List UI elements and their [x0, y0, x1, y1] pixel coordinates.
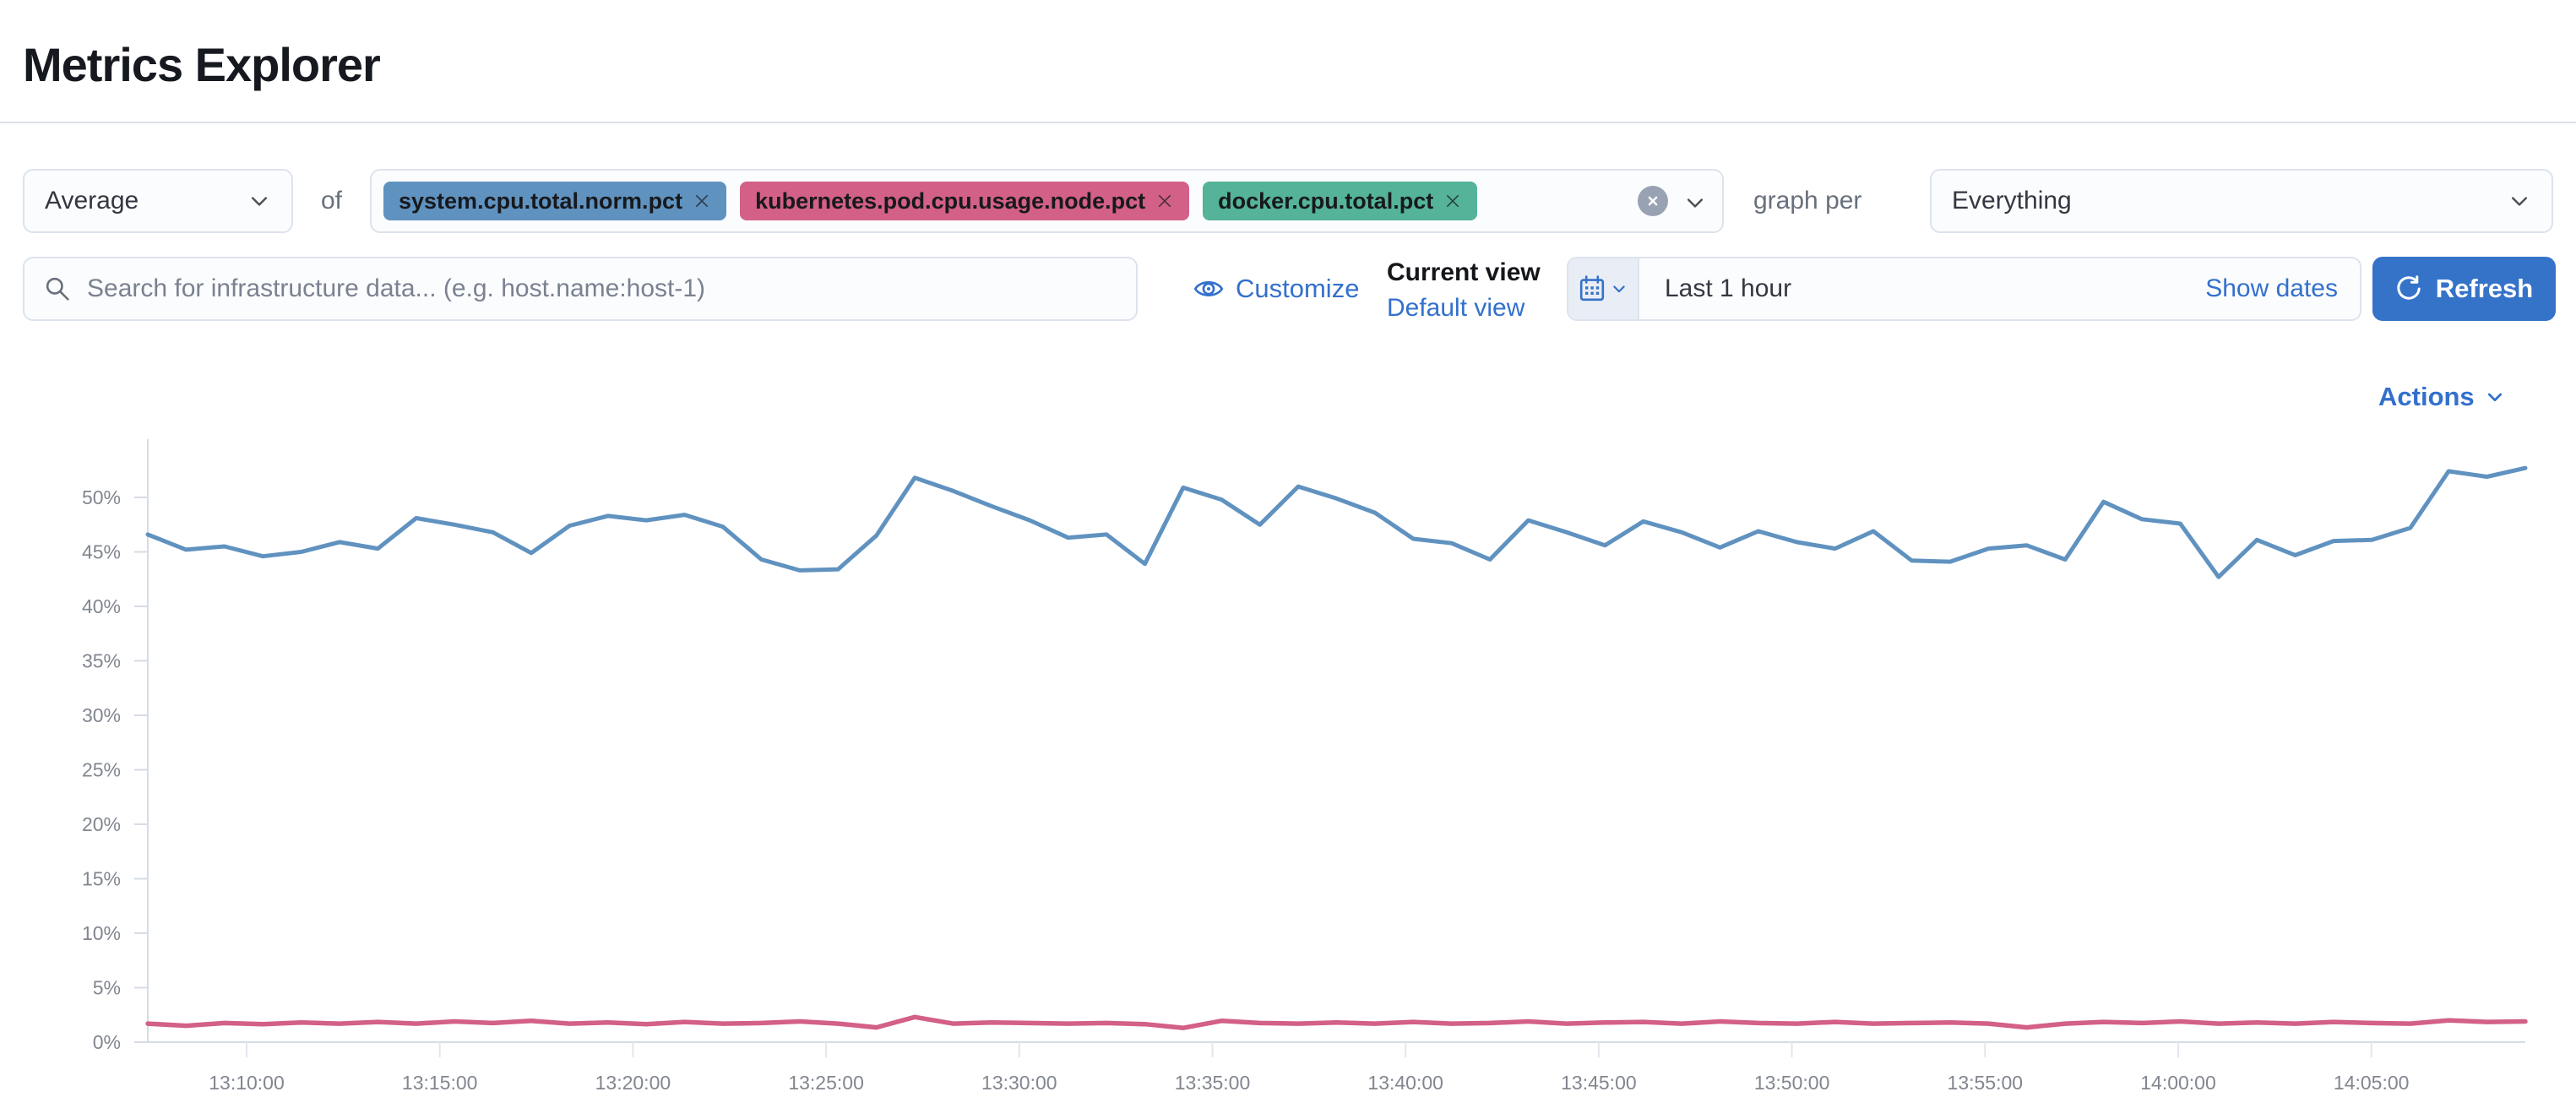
svg-text:13:50:00: 13:50:00	[1754, 1072, 1830, 1094]
svg-text:15%: 15%	[82, 868, 121, 890]
chevron-down-icon	[1611, 280, 1628, 297]
svg-text:10%: 10%	[82, 922, 121, 944]
svg-text:0%: 0%	[93, 1031, 121, 1053]
svg-text:45%: 45%	[82, 541, 121, 563]
actions-label: Actions	[2378, 382, 2475, 411]
calendar-icon	[1579, 275, 1606, 302]
eye-icon	[1193, 274, 1224, 304]
svg-text:13:15:00: 13:15:00	[402, 1072, 478, 1094]
search-box[interactable]	[23, 257, 1138, 321]
svg-text:35%: 35%	[82, 650, 121, 672]
search-input[interactable]	[85, 274, 1116, 304]
svg-text:13:55:00: 13:55:00	[1948, 1072, 2024, 1094]
customize-label: Customize	[1236, 274, 1360, 303]
time-range-value[interactable]: Last 1 hour	[1665, 274, 1792, 302]
svg-text:13:40:00: 13:40:00	[1367, 1072, 1443, 1094]
svg-text:25%: 25%	[82, 759, 121, 781]
chevron-down-icon	[2508, 189, 2531, 213]
show-dates-button[interactable]: Show dates	[2205, 274, 2338, 302]
header-divider	[0, 122, 2576, 123]
remove-metric-icon[interactable]	[693, 192, 711, 210]
metric-badge-label: system.cpu.total.norm.pct	[399, 187, 683, 214]
remove-metric-icon[interactable]	[1155, 192, 1174, 210]
default-view-link[interactable]: Default view	[1387, 294, 1525, 322]
svg-text:13:20:00: 13:20:00	[595, 1072, 671, 1094]
view-switcher: Current view Default view	[1387, 258, 1541, 322]
of-label: of	[321, 187, 343, 215]
refresh-label: Refresh	[2435, 274, 2534, 303]
metric-badge[interactable]: docker.cpu.total.pct	[1203, 182, 1478, 220]
metric-badge-label: docker.cpu.total.pct	[1218, 187, 1434, 214]
group-by-value: Everything	[1952, 187, 2072, 215]
svg-text:13:25:00: 13:25:00	[788, 1072, 864, 1094]
chevron-down-icon[interactable]	[1683, 191, 1707, 215]
metric-badge-label: kubernetes.pod.cpu.usage.node.pct	[755, 187, 1146, 214]
actions-menu-button[interactable]: Actions	[2378, 382, 2505, 412]
metrics-combobox[interactable]: system.cpu.total.norm.pct kubernetes.pod…	[370, 169, 1724, 233]
graph-per-label: graph per	[1753, 187, 1862, 215]
svg-text:50%: 50%	[82, 486, 121, 508]
svg-text:13:10:00: 13:10:00	[209, 1072, 285, 1094]
svg-text:40%: 40%	[82, 595, 121, 617]
search-icon	[45, 276, 70, 301]
svg-text:13:35:00: 13:35:00	[1175, 1072, 1251, 1094]
chevron-down-icon	[2485, 387, 2505, 407]
svg-text:14:05:00: 14:05:00	[2334, 1072, 2410, 1094]
svg-text:13:45:00: 13:45:00	[1561, 1072, 1637, 1094]
group-by-select[interactable]: Everything	[1930, 169, 2553, 233]
refresh-icon	[2395, 275, 2422, 302]
metrics-chart[interactable]: 0% 5% 10% 15% 20% 25% 30% 35% 40% 45% 50% 13:10:00 1…	[0, 422, 2576, 1108]
aggregation-value: Average	[45, 187, 139, 215]
svg-text:5%: 5%	[93, 977, 121, 999]
date-quick-select-button[interactable]	[1568, 258, 1639, 319]
svg-text:20%: 20%	[82, 813, 121, 835]
customize-button[interactable]: Customize	[1193, 257, 1359, 321]
svg-text:13:30:00: 13:30:00	[981, 1072, 1057, 1094]
metric-badge[interactable]: system.cpu.total.norm.pct	[383, 182, 727, 220]
current-view-label: Current view	[1387, 258, 1541, 286]
page-title: Metrics Explorer	[23, 37, 381, 91]
remove-metric-icon[interactable]	[1443, 192, 1462, 210]
super-date-picker: Last 1 hour Show dates	[1567, 257, 2361, 321]
clear-metrics-icon[interactable]	[1638, 186, 1668, 216]
svg-text:30%: 30%	[82, 704, 121, 726]
chevron-down-icon	[247, 189, 271, 213]
metric-badge[interactable]: kubernetes.pod.cpu.usage.node.pct	[740, 182, 1190, 220]
svg-text:14:00:00: 14:00:00	[2140, 1072, 2216, 1094]
refresh-button[interactable]: Refresh	[2372, 257, 2556, 321]
aggregation-select[interactable]: Average	[23, 169, 293, 233]
